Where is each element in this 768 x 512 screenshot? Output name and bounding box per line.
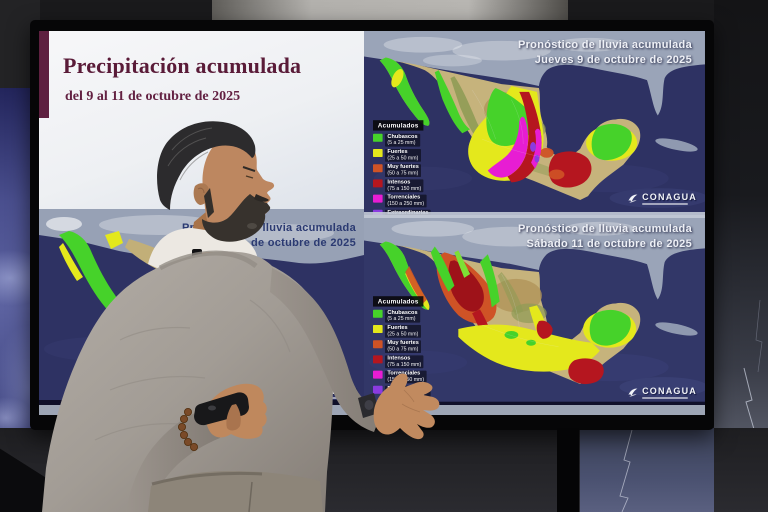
legend-item: Intensos (75 a 150 mm) xyxy=(373,355,461,369)
map-saturday-title: Pronóstico de lluvia acumulada Sábado 11… xyxy=(518,222,692,252)
map-title-line2: Sábado 11 de octubre de 2025 xyxy=(526,238,692,250)
presenter-mustache xyxy=(254,194,269,202)
tv-stand xyxy=(557,428,579,512)
legend-name: Intensos xyxy=(387,179,411,185)
slide-panel: Precipitación acumulada del 9 al 11 de o… xyxy=(39,31,364,209)
legend-item: Muy fuertes (50 a 75 mm) xyxy=(373,164,461,177)
lightning-bolt-small xyxy=(619,429,633,512)
legend-range: (5 a 25 mm) xyxy=(387,316,416,322)
conagua-tagline xyxy=(642,203,689,205)
studio-backdrop-right xyxy=(714,0,768,512)
slide-title: Precipitación acumulada xyxy=(63,53,302,78)
precip-color-swatch xyxy=(373,194,383,203)
legend-item: Muy fuertes (50 a 75 mm) xyxy=(373,340,461,353)
map-title-line2: Jueves 9 de octubre de 2025 xyxy=(534,54,692,66)
legend-range: (150 a 250 mm) xyxy=(387,201,425,207)
map-title-line1: Pronóstico de lluvia acumulada xyxy=(517,39,692,51)
conagua-logo-icon xyxy=(628,194,638,203)
precipitation-overlays xyxy=(379,241,637,385)
legend-range: (50 a 75 mm) xyxy=(387,170,419,177)
legend-range: (50 a 75 mm) xyxy=(387,346,419,353)
legend-title: Acumulados xyxy=(373,120,424,131)
precip-color-swatch xyxy=(373,325,383,333)
legend-item: Chubascos (5 a 25 mm) xyxy=(373,133,461,147)
legend-range: (75 a 150 mm) xyxy=(387,361,422,368)
precip-color-swatch xyxy=(373,164,383,173)
conagua-tagline xyxy=(642,397,689,399)
legend-range: (25 a 50 mm) xyxy=(387,331,419,337)
legend-item: Fuertes (25 a 50 mm) xyxy=(373,325,461,338)
legend-item: Chubascos (5 a 25 mm) xyxy=(373,309,461,323)
hair-gray-streaks xyxy=(167,127,213,181)
legend-range: (75 a 150 mm) xyxy=(387,185,422,192)
legend-name: Fuertes xyxy=(387,149,408,155)
legend-name: Muy fuertes xyxy=(387,340,419,346)
presenter-eye xyxy=(245,175,254,179)
storm-backdrop-blue xyxy=(580,428,714,512)
precipitation-overlays xyxy=(379,57,638,188)
legend-name: Fuertes xyxy=(387,325,408,331)
precip-color-swatch xyxy=(373,355,383,364)
watch-face xyxy=(364,400,374,410)
legend-item: Intensos (75 a 150 mm) xyxy=(373,179,461,193)
hand-detail xyxy=(401,389,421,413)
slide-accent-bar xyxy=(39,31,49,118)
legend-title: Acumulados xyxy=(373,296,424,307)
precip-color-swatch xyxy=(373,385,383,394)
legend-range: (25 a 50 mm) xyxy=(387,155,419,161)
presenter-beard xyxy=(202,194,271,242)
map-saturday: Pronóstico de lluvia acumulada Sábado 11… xyxy=(364,215,705,415)
precip-color-swatch xyxy=(373,340,383,349)
presenter-sweater xyxy=(42,251,333,512)
belt-line xyxy=(151,471,263,486)
presenter-trousers xyxy=(148,471,323,512)
presenter-forearm-clicker xyxy=(126,408,220,512)
presenter-sideburn xyxy=(204,188,214,218)
precip-color-swatch xyxy=(373,370,383,379)
state-borders xyxy=(471,89,541,158)
presenter-hair xyxy=(157,121,256,210)
usa-landmass xyxy=(364,215,705,336)
slide-subtitle: del 9 al 11 de octubre de 2025 xyxy=(65,89,241,104)
bead-bracelet xyxy=(177,407,198,451)
legend-name: Muy fuertes xyxy=(387,164,419,170)
trouser-seam xyxy=(248,481,253,512)
precip-color-swatch xyxy=(373,179,383,188)
presenter-eyebrow xyxy=(242,166,256,172)
conagua-logo-icon xyxy=(628,388,638,397)
legend-name: Torrenciales xyxy=(387,370,421,377)
conagua-logo-text: CONAGUA xyxy=(642,192,697,202)
map-thursday: Pronóstico de lluvia acumulada Jueves 9 … xyxy=(364,31,705,215)
beard-gray-patch xyxy=(247,223,257,229)
screen-divider-strip xyxy=(364,212,705,218)
usa-landmass xyxy=(364,31,705,152)
legend-name: Chubascos xyxy=(387,309,418,316)
conagua-logo-text: CONAGUA xyxy=(642,386,697,396)
conagua-logo: CONAGUA xyxy=(626,386,697,399)
legend-name: Chubascos xyxy=(387,133,418,140)
state-borders xyxy=(481,273,559,347)
sweater-wrinkles xyxy=(94,299,291,441)
legend-name: Torrenciales xyxy=(387,194,421,201)
precip-color-swatch xyxy=(373,149,383,157)
sweater-neck-ribbing xyxy=(158,250,258,271)
map-title-line2: de octubre de 2025 xyxy=(250,237,356,249)
precip-color-swatch xyxy=(373,133,383,142)
legend-item: Torrenciales(150 a 250 mm) xyxy=(373,194,461,208)
ear-detail xyxy=(197,187,205,194)
presenter-thumb xyxy=(226,404,241,431)
legend-item: Fuertes (25 a 50 mm) xyxy=(373,149,461,162)
clicker-button xyxy=(208,405,216,411)
precip-color-swatch xyxy=(373,309,383,318)
map-thursday-title: Pronóstico de lluvia acumulada Jueves 9 … xyxy=(518,38,692,68)
legend-name: Intensos xyxy=(387,355,411,361)
mexico-map-saturday xyxy=(364,215,705,402)
legend-range: (5 a 25 mm) xyxy=(387,140,416,146)
presenter-arm-extended xyxy=(270,268,382,432)
conagua-logo: CONAGUA xyxy=(626,192,697,205)
map-title-line1: Pronóstico de lluvia acumulada xyxy=(517,223,692,235)
